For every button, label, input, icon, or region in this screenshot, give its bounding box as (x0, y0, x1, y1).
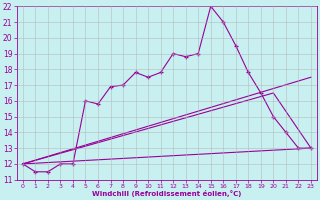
X-axis label: Windchill (Refroidissement éolien,°C): Windchill (Refroidissement éolien,°C) (92, 190, 242, 197)
